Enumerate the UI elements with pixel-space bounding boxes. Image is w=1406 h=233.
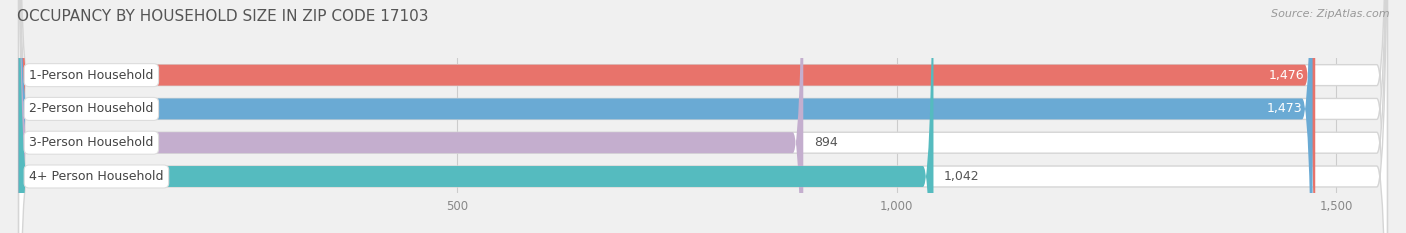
Text: 1,473: 1,473 bbox=[1267, 103, 1302, 115]
FancyBboxPatch shape bbox=[18, 0, 803, 233]
Text: 4+ Person Household: 4+ Person Household bbox=[30, 170, 163, 183]
FancyBboxPatch shape bbox=[18, 0, 1315, 233]
Text: 894: 894 bbox=[814, 136, 838, 149]
FancyBboxPatch shape bbox=[18, 0, 1388, 233]
Text: 1-Person Household: 1-Person Household bbox=[30, 69, 153, 82]
Text: Source: ZipAtlas.com: Source: ZipAtlas.com bbox=[1271, 9, 1389, 19]
FancyBboxPatch shape bbox=[18, 0, 1388, 233]
Text: 1,042: 1,042 bbox=[943, 170, 980, 183]
FancyBboxPatch shape bbox=[18, 0, 1313, 233]
FancyBboxPatch shape bbox=[18, 0, 1388, 233]
Text: 1,476: 1,476 bbox=[1270, 69, 1305, 82]
Text: OCCUPANCY BY HOUSEHOLD SIZE IN ZIP CODE 17103: OCCUPANCY BY HOUSEHOLD SIZE IN ZIP CODE … bbox=[17, 9, 429, 24]
FancyBboxPatch shape bbox=[18, 0, 1388, 233]
Text: 2-Person Household: 2-Person Household bbox=[30, 103, 153, 115]
FancyBboxPatch shape bbox=[18, 0, 934, 233]
Text: 3-Person Household: 3-Person Household bbox=[30, 136, 153, 149]
